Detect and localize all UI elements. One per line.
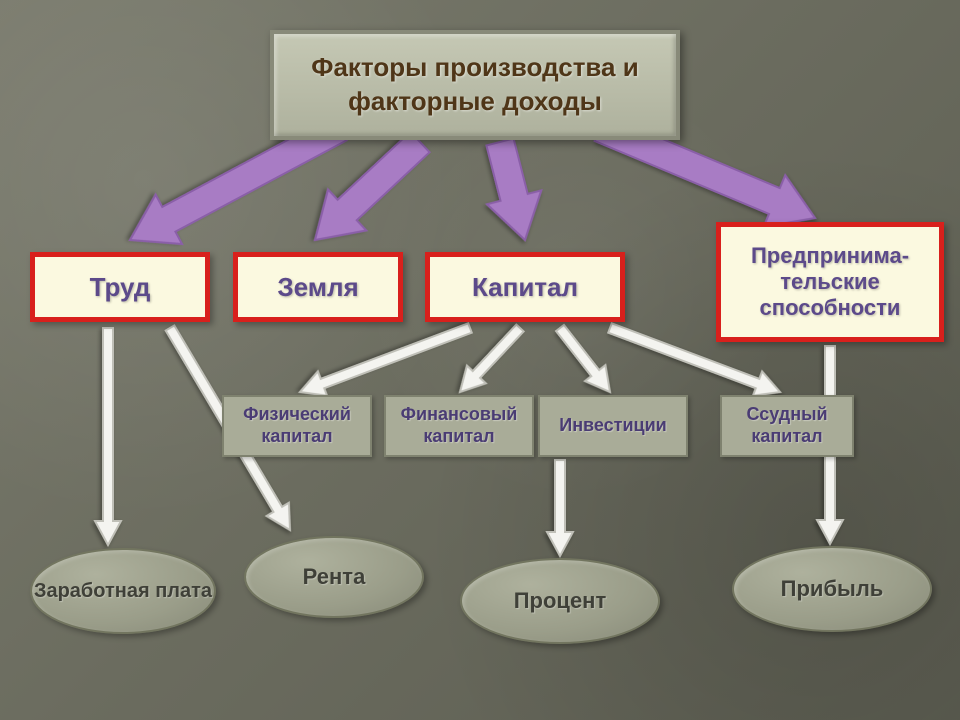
subcapital-box-fin: Финансовый капитал — [384, 395, 534, 457]
income-label: Процент — [514, 588, 607, 614]
income-ellipse-profit: Прибыль — [732, 546, 932, 632]
income-label: Заработная плата — [34, 579, 212, 603]
factor-label: Предпринима- тельские способности — [721, 243, 939, 321]
factor-box-labor: Труд — [30, 252, 210, 322]
subcapital-label: Финансовый капитал — [386, 404, 532, 447]
subcapital-label: Ссудный капитал — [722, 404, 852, 447]
subcapital-box-invest: Инвестиции — [538, 395, 688, 457]
subcapital-box-loan: Ссудный капитал — [720, 395, 854, 457]
factor-box-capital: Капитал — [425, 252, 625, 322]
title-text: Факторы производства и факторные доходы — [274, 51, 676, 119]
income-label: Прибыль — [781, 576, 884, 602]
title-box: Факторы производства и факторные доходы — [270, 30, 680, 140]
income-ellipse-rent: Рента — [244, 536, 424, 618]
income-ellipse-percent: Процент — [460, 558, 660, 644]
factor-label: Капитал — [472, 272, 578, 303]
factor-label: Труд — [90, 272, 151, 303]
subcapital-label: Физический капитал — [224, 404, 370, 447]
subcapital-label: Инвестиции — [559, 415, 667, 437]
factor-label: Земля — [277, 272, 358, 303]
income-label: Рента — [303, 564, 366, 590]
factor-box-entrepr: Предпринима- тельские способности — [716, 222, 944, 342]
subcapital-box-phys: Физический капитал — [222, 395, 372, 457]
income-ellipse-wage: Заработная плата — [30, 548, 216, 634]
factor-box-land: Земля — [233, 252, 403, 322]
